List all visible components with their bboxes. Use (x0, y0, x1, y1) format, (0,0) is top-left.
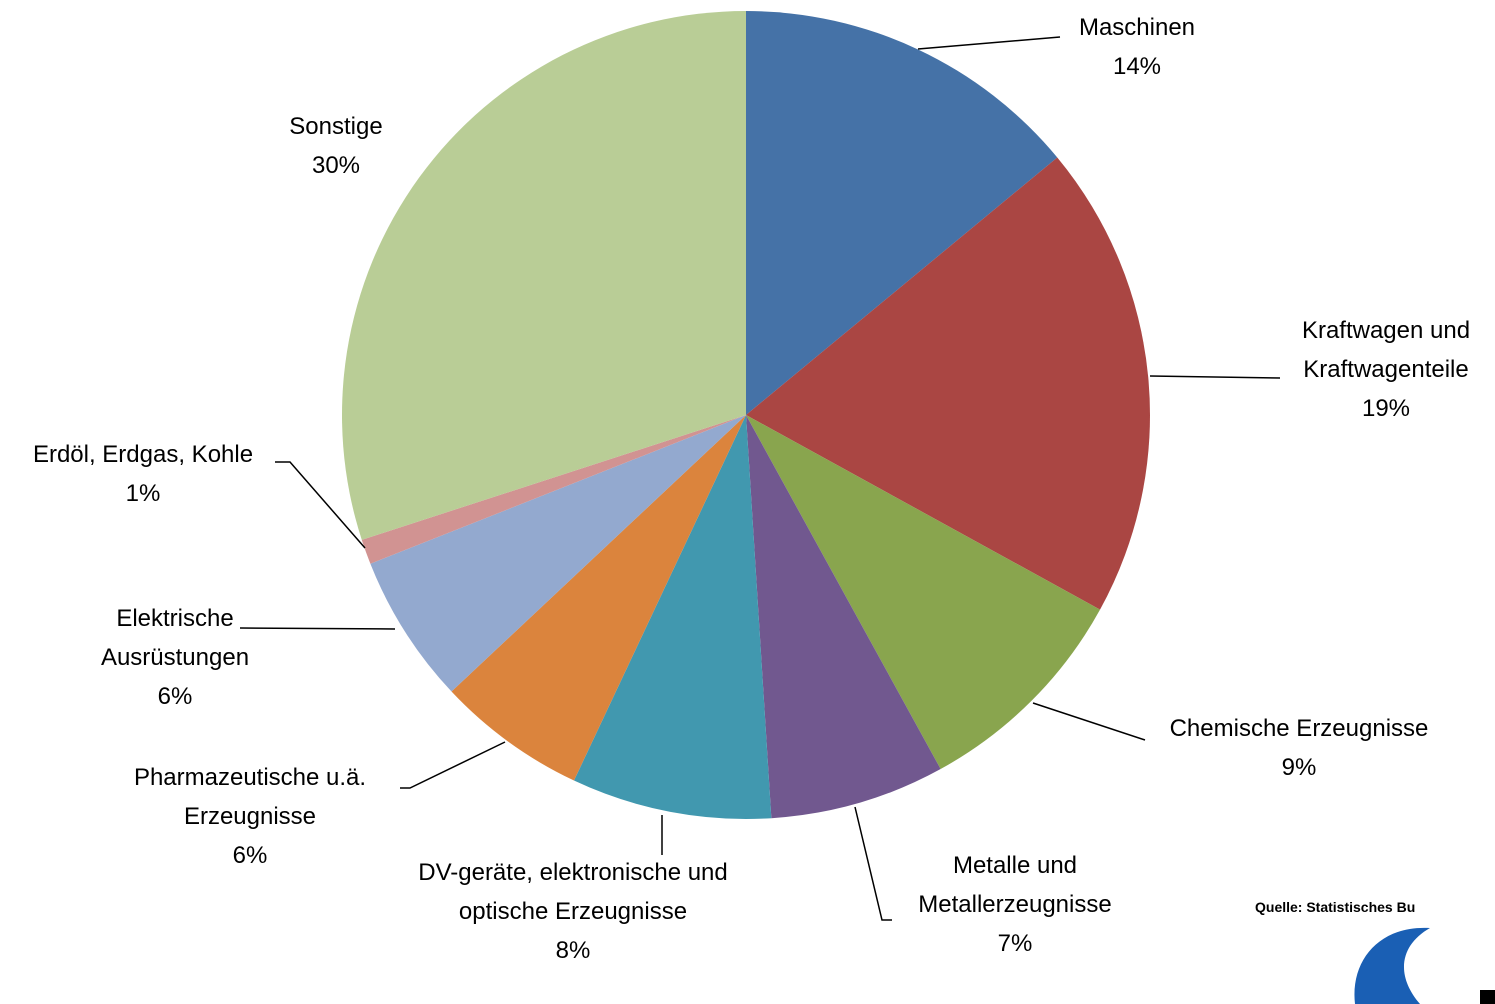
leader-lines (239, 36, 1281, 921)
category-label: Maschinen (1078, 14, 1196, 41)
logo (1480, 990, 1495, 1004)
slice-label: Maschinen 14% (1037, 8, 1237, 86)
leader-line (239, 627, 396, 630)
leader-line (1149, 375, 1281, 379)
slice-label: Elektrische Ausrüstungen 6% (75, 599, 275, 716)
leader-line (1032, 702, 1146, 741)
slice (451, 415, 746, 781)
value-label: 8% (555, 937, 591, 964)
category-label: Erdöl, Erdgas, Kohle (32, 441, 254, 468)
slices (341, 11, 1151, 819)
category-label: Pharmazeutische u.ä. Erzeugnisse (133, 764, 367, 830)
value-label: 30% (311, 152, 361, 179)
value-label: 14% (1112, 53, 1162, 80)
slice-label: Metalle und Metallerzeugnisse 7% (885, 846, 1145, 963)
slice (573, 415, 772, 819)
slice (746, 415, 1101, 770)
category-label: Chemische Erzeugnisse (1169, 715, 1429, 742)
leader-line (400, 741, 506, 789)
slice (746, 415, 941, 819)
slice (361, 415, 746, 564)
slice (370, 415, 746, 692)
leader-line (917, 36, 1061, 50)
category-label: Elektrische Ausrüstungen (100, 605, 250, 671)
logo (1354, 927, 1430, 1004)
slice-label: Chemische Erzeugnisse 9% (1134, 709, 1464, 787)
value-label: 1% (125, 480, 161, 507)
source: Quelle: Statistisches Bu (1255, 899, 1416, 915)
value-label: 6% (157, 683, 193, 710)
slice-label: Sonstige 30% (236, 107, 436, 185)
value-label: 6% (232, 842, 268, 869)
slice-label: DV-geräte, elektronische und optische Er… (403, 853, 743, 970)
category-label: DV-geräte, elektronische und optische Er… (418, 859, 728, 925)
category-label: Kraftwagen und Kraftwagenteile (1301, 317, 1471, 383)
slice-label: Pharmazeutische u.ä. Erzeugnisse 6% (100, 758, 400, 875)
slice (341, 11, 746, 540)
category-label: Metalle und Metallerzeugnisse (918, 852, 1112, 918)
leader-line (854, 806, 892, 921)
slice (746, 11, 1058, 415)
value-label: 7% (997, 930, 1033, 957)
category-label: Sonstige (289, 113, 383, 140)
value-label: 19% (1361, 395, 1411, 422)
leader-line (275, 461, 366, 549)
slice-label: Kraftwagen und Kraftwagenteile 19% (1271, 311, 1495, 428)
value-label: 9% (1281, 754, 1317, 781)
slice (746, 157, 1151, 610)
slice-label: Erdöl, Erdgas, Kohle 1% (3, 435, 283, 513)
